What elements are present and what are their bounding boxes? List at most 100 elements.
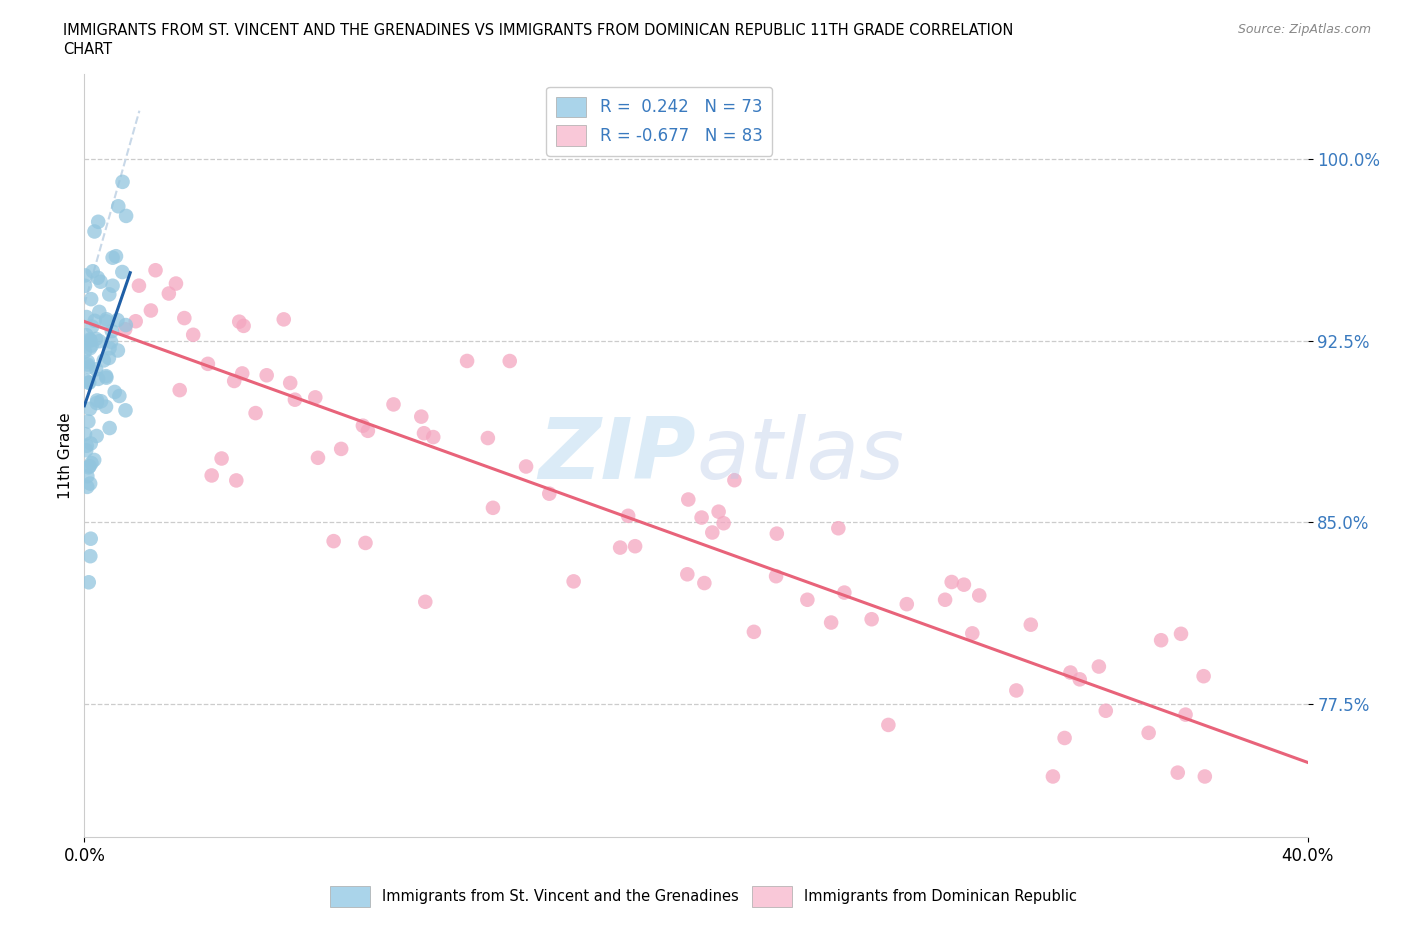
Point: [79, 476, 101, 491]
Point: [225, 473, 247, 488]
Point: [1005, 683, 1028, 698]
Point: [256, 368, 278, 383]
Point: [232, 318, 254, 333]
Point: [562, 574, 585, 589]
Point: [98, 341, 121, 356]
Y-axis label: 11th Grade: 11th Grade: [58, 412, 73, 499]
Point: [624, 538, 647, 553]
Point: [76, 480, 98, 495]
Point: [89, 304, 111, 319]
Point: [224, 374, 246, 389]
Point: [796, 592, 818, 607]
Point: [90, 274, 112, 289]
Point: [330, 442, 353, 457]
Point: [934, 592, 956, 607]
Point: [75, 327, 97, 342]
Point: [1088, 659, 1111, 674]
Point: [77, 575, 100, 590]
Point: [413, 594, 436, 609]
Point: [1174, 707, 1197, 722]
Point: [1069, 671, 1091, 686]
Point: [477, 431, 499, 445]
Point: [1192, 669, 1215, 684]
Point: [609, 540, 631, 555]
Point: [1194, 769, 1216, 784]
Point: [94, 399, 117, 414]
Point: [538, 486, 561, 501]
Point: [352, 418, 374, 433]
Point: [967, 588, 990, 603]
Point: [1170, 627, 1192, 642]
Point: [1019, 618, 1042, 632]
Text: IMMIGRANTS FROM ST. VINCENT AND THE GRENADINES VS IMMIGRANTS FROM DOMINICAN REPU: IMMIGRANTS FROM ST. VINCENT AND THE GREN…: [63, 23, 1014, 38]
Point: [79, 332, 101, 347]
Point: [820, 615, 842, 630]
Point: [100, 335, 122, 350]
Point: [169, 382, 191, 397]
Point: [765, 569, 787, 584]
Point: [77, 414, 100, 429]
Point: [1150, 632, 1173, 647]
Point: [1137, 725, 1160, 740]
Point: [77, 375, 100, 390]
Point: [86, 429, 108, 444]
Point: [108, 389, 131, 404]
Point: [157, 286, 180, 301]
Point: [86, 393, 108, 408]
Point: [173, 311, 195, 325]
Point: [707, 504, 730, 519]
Point: [83, 453, 105, 468]
Point: [87, 371, 110, 386]
Point: [104, 384, 127, 399]
Point: [128, 278, 150, 293]
Point: [80, 456, 103, 471]
Point: [139, 303, 162, 318]
Point: [676, 567, 699, 582]
Text: Immigrants from St. Vincent and the Grenadines: Immigrants from St. Vincent and the Gren…: [382, 889, 740, 904]
Point: [284, 392, 307, 407]
Point: [860, 612, 883, 627]
Point: [115, 208, 138, 223]
Point: [84, 331, 107, 346]
Point: [82, 264, 104, 279]
Point: [76, 469, 98, 484]
Point: [96, 370, 118, 385]
Point: [413, 426, 436, 441]
Point: [75, 373, 97, 388]
Point: [145, 263, 167, 278]
Point: [96, 312, 118, 326]
Point: [125, 313, 148, 328]
Point: [245, 405, 267, 420]
Text: Immigrants from Dominican Republic: Immigrants from Dominican Republic: [804, 889, 1077, 904]
Point: [80, 292, 103, 307]
Point: [273, 312, 295, 326]
Point: [742, 624, 765, 639]
Point: [693, 576, 716, 591]
Point: [77, 460, 100, 475]
Point: [111, 265, 134, 280]
Point: [1059, 665, 1081, 680]
Point: [702, 525, 724, 540]
Point: [83, 313, 105, 328]
Point: [322, 534, 344, 549]
Point: [76, 354, 98, 369]
Point: [73, 278, 96, 293]
Point: [877, 717, 900, 732]
Point: [94, 314, 117, 329]
Point: [107, 199, 129, 214]
Point: [77, 375, 100, 390]
Point: [499, 353, 522, 368]
Point: [111, 175, 134, 190]
Point: [382, 397, 405, 412]
Point: [79, 458, 101, 473]
Point: [896, 597, 918, 612]
Point: [211, 451, 233, 466]
Point: [107, 343, 129, 358]
Point: [354, 536, 377, 551]
Point: [79, 402, 101, 417]
Point: [304, 390, 326, 405]
Point: [76, 357, 98, 372]
Point: [165, 276, 187, 291]
Point: [107, 312, 129, 327]
Point: [84, 362, 107, 377]
